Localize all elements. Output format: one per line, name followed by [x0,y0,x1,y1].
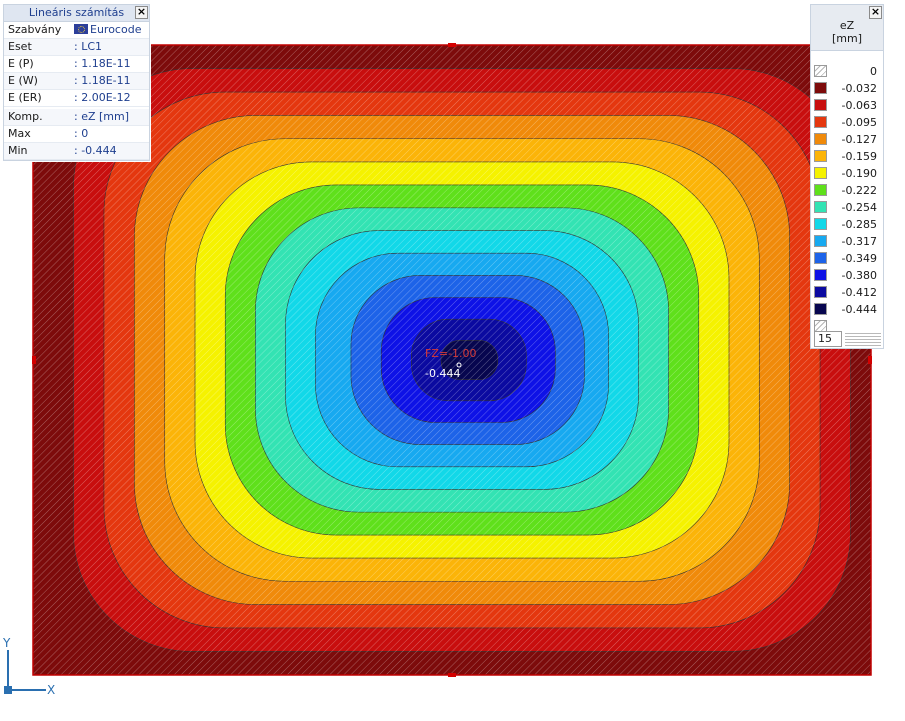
legend-item: -0.032 [811,79,883,96]
legend-title-bar: eZ [mm] × [811,5,883,51]
support-marker-bottom [448,673,456,677]
legend-item: -0.412 [811,283,883,300]
axis-y-label: Y [3,636,11,650]
legend-value: -0.444 [841,303,877,316]
info-value: : -0.444 [74,144,117,157]
info-row: Szabvány Eurocode [4,22,149,39]
legend-swatch [814,269,827,281]
eu-flag-icon [74,24,88,34]
legend-swatch [814,303,827,315]
support-marker-right [868,356,872,364]
legend-swatch [814,82,827,94]
legend-swatch [814,252,827,264]
info-value: : 2.00E-12 [74,91,131,104]
legend-value: -0.190 [841,167,877,180]
hatch-overlay [33,45,871,675]
legend-item: -0.285 [811,215,883,232]
min-value-label: -0.444 [425,367,460,380]
legend-item: -0.444 [811,300,883,317]
legend-item: -0.095 [811,113,883,130]
info-key: E (P) [8,57,34,70]
info-row: E (ER) : 2.00E-12 [4,90,149,107]
legend-item: 0 [811,62,883,79]
legend-value: -0.349 [841,252,877,265]
info-value: : LC1 [74,40,103,53]
info-key: Szabvány [8,23,62,36]
legend-value: -0.063 [841,99,877,112]
legend-count-field[interactable]: 15 [814,331,842,347]
info-row: Eset : LC1 [4,39,149,56]
legend-item: -0.380 [811,266,883,283]
legend-swatch [814,167,827,179]
legend-swatch [814,99,827,111]
legend-value: -0.380 [841,269,877,282]
info-value: : eZ [mm] [74,110,130,123]
support-marker-left [32,356,36,364]
line-style-icon[interactable] [845,331,881,347]
color-legend-panel[interactable]: eZ [mm] × 0 -0.032 -0.063 -0.095 -0.127 -0.15… [810,4,884,349]
legend-item: -0.159 [811,147,883,164]
legend-swatch [814,150,827,162]
close-icon[interactable]: × [135,5,148,19]
info-value-text: Eurocode [90,23,142,36]
plate-contour-map [32,44,872,676]
info-value: : 1.18E-11 [74,74,131,87]
info-row: Min : -0.444 [4,143,149,160]
legend-value: -0.095 [841,116,877,129]
info-key: E (W) [8,74,38,87]
legend-item: -0.317 [811,232,883,249]
hatch-icon [814,65,827,77]
legend-swatch [814,286,827,298]
axis-x-label: X [47,683,56,697]
info-rows: Szabvány Eurocode Eset : LC1 E (P) : 1.18E-11… [4,22,149,160]
info-value: : 0 [74,127,89,140]
close-icon[interactable]: × [869,5,882,19]
info-key: Max [8,127,31,140]
legend-value: -0.159 [841,150,877,163]
panel-title: Lineáris számítás [28,6,125,19]
legend-item: -0.349 [811,249,883,266]
legend-value: 0 [870,65,877,78]
info-key: E (ER) [8,91,42,104]
info-key: Eset [8,40,32,53]
info-row: Max : 0 [4,126,149,143]
legend-item: -0.222 [811,181,883,198]
legend-swatch [814,184,827,196]
legend-value: -0.317 [841,235,877,248]
legend-item: -0.190 [811,164,883,181]
legend-swatch [814,235,827,247]
legend-value: -0.127 [841,133,877,146]
legend-item: -0.254 [811,198,883,215]
legend-item: -0.063 [811,96,883,113]
legend-title: eZ [839,19,855,32]
legend-value: -0.254 [841,201,877,214]
legend-swatch [814,201,827,213]
legend-item: -0.127 [811,130,883,147]
legend-swatch [814,133,827,145]
info-row: E (P) : 1.18E-11 [4,56,149,73]
info-row: Komp. : eZ [mm] [4,107,149,126]
legend-swatch [814,218,827,230]
panel-title-bar: Lineáris számítás × [4,5,149,22]
legend-value: -0.032 [841,82,877,95]
info-row: E (W) : 1.18E-11 [4,73,149,90]
info-value: : 1.18E-11 [74,57,131,70]
info-key: Min [8,144,28,157]
legend-swatch [814,116,827,128]
info-value: Eurocode [70,22,149,38]
legend-value: -0.412 [841,286,877,299]
info-key: Komp. [8,110,43,123]
result-info-panel[interactable]: Lineáris számítás × Szabvány Eurocode Eset… [3,4,150,161]
support-marker-top [448,43,456,47]
legend-value: -0.222 [841,184,877,197]
legend-value: -0.285 [841,218,877,231]
load-label: FZ=-1.00 [425,347,477,360]
legend-unit: [mm] [831,32,862,45]
axis-gizmo [4,650,46,694]
legend-rows: 0 -0.032 -0.063 -0.095 -0.127 -0.159 -0.190 -0.… [811,62,883,334]
min-point-marker [456,362,462,368]
